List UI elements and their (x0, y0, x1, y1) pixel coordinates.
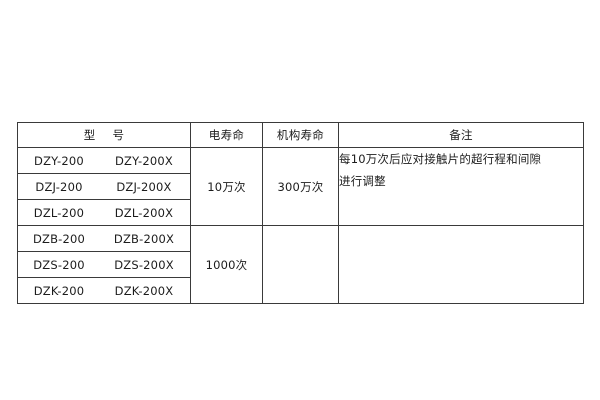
column-header-electrical-life: 电寿命 (190, 122, 263, 148)
mechanical-life-cell-group-1: 300万次 (262, 147, 339, 226)
model-cell: DZS-200 DZS-200X (17, 251, 191, 278)
column-header-mechanical-life: 机构寿命 (262, 122, 339, 148)
table-row: DZY-200 DZY-200X 10万次 300万次 每10万次后应对接触片的超… (17, 147, 584, 226)
model-code-variant: DZY-200X (115, 153, 173, 168)
column-header-remark: 备注 (338, 122, 584, 148)
table-header: 型号 电寿命 机构寿命 备注 (17, 122, 584, 148)
model-code-primary: DZS-200 (33, 257, 85, 272)
model-code-primary: DZB-200 (32, 231, 86, 246)
table-row: DZK-200 DZK-200X (17, 277, 584, 304)
model-code-primary: DZJ-200 (35, 179, 83, 194)
model-code-variant: DZL-200X (114, 205, 174, 220)
model-code-primary: DZK-200 (33, 283, 85, 298)
table-row: DZJ-200 DZJ-200X (17, 173, 584, 200)
table-row: DZS-200 DZS-200X (17, 251, 584, 278)
model-code-variant: DZB-200X (113, 231, 175, 246)
model-code-variant: DZS-200X (114, 257, 174, 272)
remark-line-2: 进行调整 (339, 174, 386, 188)
electrical-life-cell-group-1: 10万次 (190, 147, 263, 226)
model-code-variant: DZJ-200X (116, 179, 172, 194)
remark-line-1: 每10万次后应对接触片的超行程和间隙 (339, 152, 542, 166)
electrical-life-cell-group-2: 1000次 (190, 225, 263, 304)
column-header-model-char2: 号 (112, 128, 125, 142)
model-cell: DZY-200 DZY-200X (17, 147, 191, 174)
column-header-model-char1: 型 (83, 128, 96, 142)
model-code-variant: DZK-200X (114, 283, 174, 298)
relay-specification-table: 型号 电寿命 机构寿命 备注 DZY-200 DZY-200X 10万次 300万… (17, 122, 584, 304)
mechanical-life-cell-group-2 (262, 225, 339, 304)
model-cell: DZL-200 DZL-200X (17, 199, 191, 226)
model-cell: DZK-200 DZK-200X (17, 277, 191, 304)
column-header-model-inner: 型号 (84, 127, 125, 143)
model-code-primary: DZY-200 (34, 153, 84, 168)
remark-cell-group-2 (338, 225, 584, 304)
model-cell: DZJ-200 DZJ-200X (17, 173, 191, 200)
table-row: DZL-200 DZL-200X (17, 199, 584, 226)
header-row: 型号 电寿命 机构寿命 备注 (17, 122, 584, 148)
table-body: DZY-200 DZY-200X 10万次 300万次 每10万次后应对接触片的超… (17, 147, 584, 304)
model-code-primary: DZL-200 (33, 205, 85, 220)
remark-cell-group-1: 每10万次后应对接触片的超行程和间隙 进行调整 (338, 147, 584, 226)
column-header-model: 型号 (17, 122, 191, 148)
model-cell: DZB-200 DZB-200X (17, 225, 191, 252)
table-row: DZB-200 DZB-200X 1000次 (17, 225, 584, 304)
